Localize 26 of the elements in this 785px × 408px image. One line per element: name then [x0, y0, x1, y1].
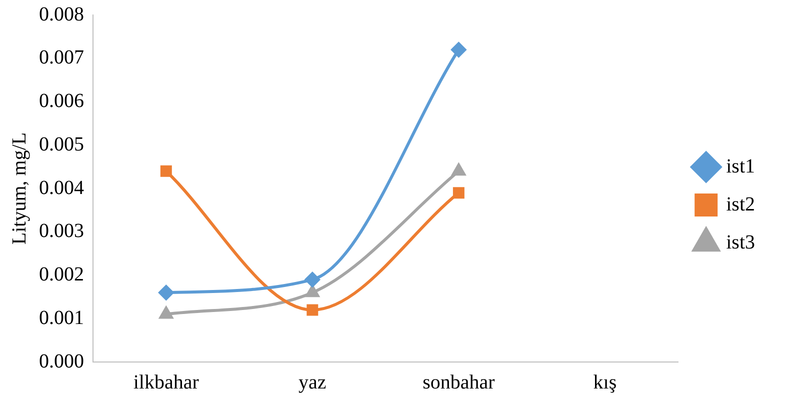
- x-tick-label: ilkbahar: [133, 371, 200, 394]
- y-tick-label: 0.008: [39, 3, 84, 26]
- legend-label: ist2: [726, 193, 756, 216]
- y-tick-label: 0.004: [39, 176, 84, 199]
- point: [158, 285, 174, 300]
- y-tick-label: 0.005: [39, 133, 84, 156]
- y-tick-label: 0.003: [39, 220, 84, 242]
- point: [452, 187, 464, 199]
- y-tick-label: 0.000: [39, 350, 84, 372]
- point: [304, 272, 320, 288]
- y-tick-label: 0.001: [39, 306, 84, 329]
- point: [160, 165, 172, 177]
- y-tick-label: 0.007: [39, 46, 84, 69]
- point: [159, 306, 173, 319]
- point: [306, 304, 318, 316]
- x-tick-label: kış: [593, 371, 617, 394]
- y-tick-label: 0.002: [39, 264, 84, 286]
- point: [452, 164, 466, 176]
- point: [306, 285, 320, 298]
- x-tick-label: sonbahar: [422, 371, 496, 394]
- x-tick-label: yaz: [298, 371, 326, 394]
- legend-label: ist1: [726, 155, 756, 178]
- y-tick-label: 0.006: [39, 90, 84, 112]
- legend-label: ist3: [726, 231, 756, 254]
- y-axis-title: Lityum, mg/L: [8, 132, 30, 245]
- point: [451, 42, 466, 58]
